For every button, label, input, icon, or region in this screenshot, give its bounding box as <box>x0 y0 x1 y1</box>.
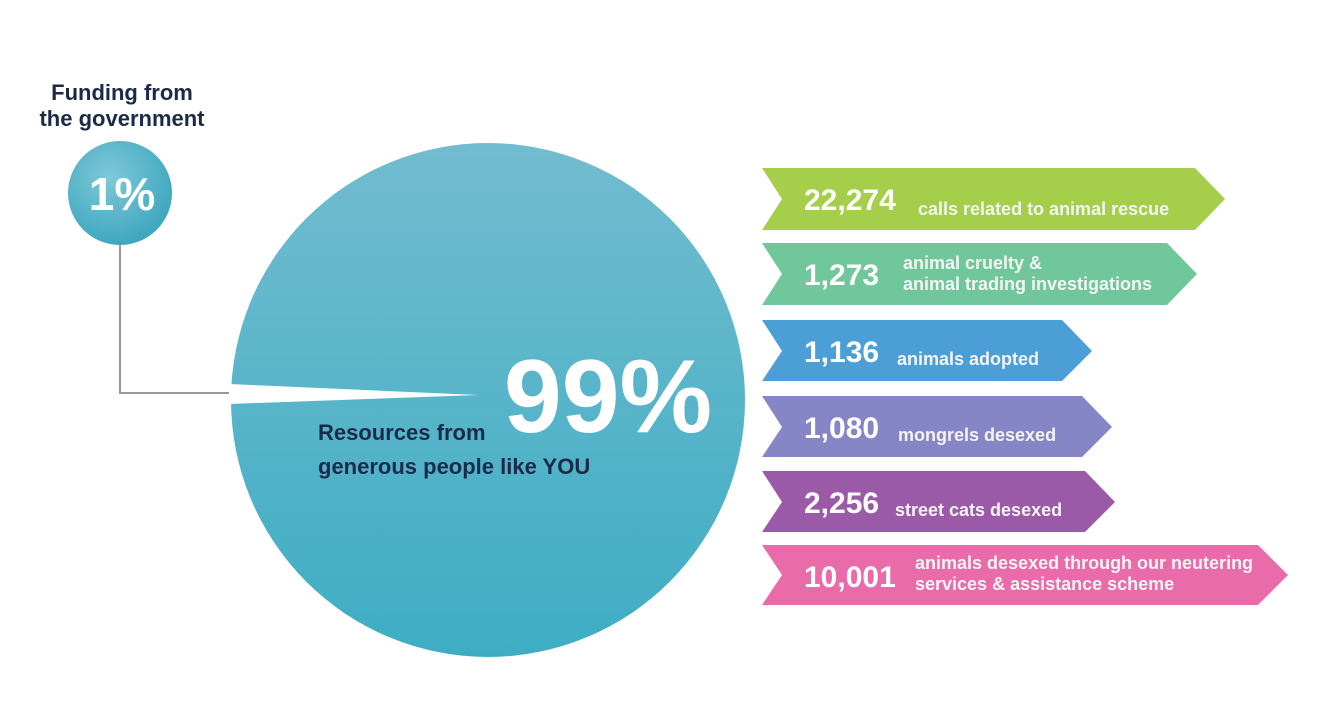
big-circle <box>231 143 745 657</box>
resources-caption: generous people like YOU <box>318 454 590 479</box>
stat-arrow: 2,256 street cats desexed <box>762 471 1115 532</box>
funding-percent: 1% <box>89 168 155 220</box>
stat-label: calls related to animal rescue <box>918 199 1169 219</box>
resources-caption: Resources from <box>318 420 486 445</box>
stat-number: 1,080 <box>804 412 879 445</box>
funding-label: Funding from <box>51 80 193 105</box>
stat-number: 1,273 <box>804 259 879 292</box>
stat-label: animals desexed through our neutering <box>915 553 1253 573</box>
stat-label: animal cruelty & <box>903 253 1042 273</box>
stat-number: 22,274 <box>804 184 896 217</box>
stat-arrow: 10,001 animals desexed through our neute… <box>762 545 1288 605</box>
stat-arrow: 22,274 calls related to animal rescue <box>762 168 1225 230</box>
stat-label: animals adopted <box>897 349 1039 369</box>
stat-label: mongrels desexed <box>898 425 1056 445</box>
small-circle <box>68 141 172 245</box>
stat-number: 10,001 <box>804 561 896 594</box>
connector <box>119 240 235 394</box>
stat-label: street cats desexed <box>895 500 1062 520</box>
stat-number: 1,136 <box>804 336 879 369</box>
slice <box>229 384 478 404</box>
stat-label: animal trading investigations <box>903 274 1152 294</box>
funding-label: the government <box>39 106 205 131</box>
stat-arrow: 1,273 animal cruelty & animal trading in… <box>762 243 1197 305</box>
stat-number: 2,256 <box>804 487 879 520</box>
stat-arrow: 1,080 mongrels desexed <box>762 396 1112 457</box>
resources-percent: 99% <box>504 339 712 455</box>
stat-arrow: 1,136 animals adopted <box>762 320 1092 381</box>
stat-label: services & assistance scheme <box>915 574 1174 594</box>
